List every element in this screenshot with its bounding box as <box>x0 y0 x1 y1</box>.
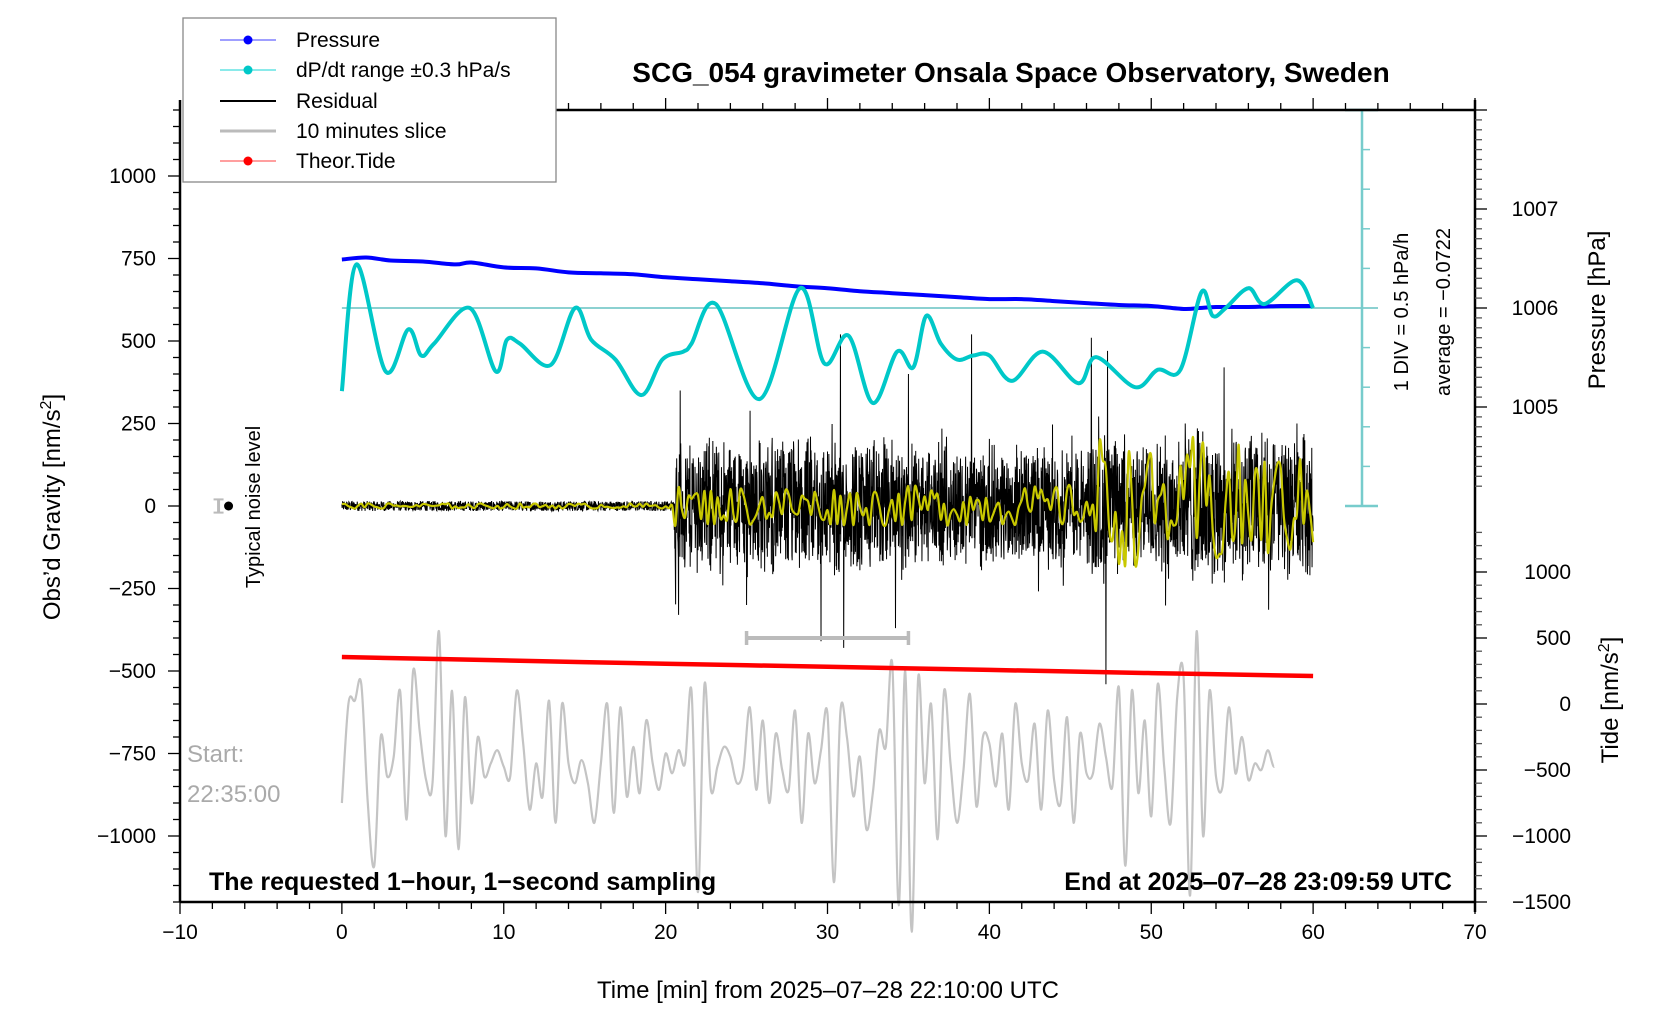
y-tide-tick-label: −1000 <box>1512 825 1571 848</box>
y-left-tick-label: 750 <box>121 248 156 271</box>
x-tick-label: 20 <box>654 921 677 944</box>
y-axis-tide-title-sup: 2 <box>1596 643 1613 652</box>
y-left-tick-label: 250 <box>121 413 156 436</box>
legend-item-dpdt: dP/dt range ±0.3 hPa/s <box>220 59 511 82</box>
y-tide-tick-label: 1000 <box>1524 561 1571 584</box>
y-left-tick-label: 1000 <box>109 165 156 188</box>
x-tick-label: 30 <box>816 921 839 944</box>
start-time-label: 22:35:00 <box>187 781 280 808</box>
legend-label-pressure: Pressure <box>296 29 380 52</box>
legend-marker-pressure <box>243 35 253 45</box>
series-dpdt <box>339 262 1315 405</box>
y-left-tick-label: −500 <box>109 660 156 683</box>
y-left-tick-label: −250 <box>109 578 156 601</box>
y-tide-tick-label: −1500 <box>1512 891 1571 914</box>
legend-item-slice: 10 minutes slice <box>220 120 447 143</box>
noise-marker <box>224 501 234 511</box>
series-pressure <box>341 255 1314 312</box>
axes: −10 0 10 20 30 40 50 60 70 1000 750 500 250 0 −250 −500… <box>97 98 1571 944</box>
end-time-note: End at 2025‒07‒28 23:09:59 UTC <box>1064 868 1452 896</box>
plot-area <box>213 108 1378 933</box>
legend-label-dpdt: dP/dt range ±0.3 hPa/s <box>296 59 511 82</box>
y-pressure-tick-label: 1007 <box>1512 198 1559 221</box>
average-label: average = −0.0722 <box>1433 228 1455 396</box>
y-left-tick-label: −1000 <box>97 825 156 848</box>
x-tick-label: 40 <box>978 921 1001 944</box>
y-axis-tide-title: Tide [nm/s2] <box>1596 637 1624 764</box>
legend-item-pressure: Pressure <box>220 29 380 52</box>
y-axis-left-title-text: Obs’d Gravity [nm/s <box>39 409 66 620</box>
y-tide-tick-label: 0 <box>1559 693 1571 716</box>
legend-marker-tide <box>243 156 253 166</box>
x-tick-label: −10 <box>162 921 198 944</box>
y-tide-tick-label: 500 <box>1536 627 1571 650</box>
legend-item-residual: Residual <box>220 90 378 113</box>
legend-marker-dpdt <box>243 65 253 75</box>
y-left-tick-label: 0 <box>144 495 156 518</box>
y-tide-tick-label: −500 <box>1524 759 1571 782</box>
x-tick-label: 0 <box>336 921 348 944</box>
x-axis-title: Time [min] from 2025‒07‒28 22:10:00 UTC <box>597 977 1059 1004</box>
y-axis-left-title-close: ] <box>39 394 66 401</box>
noise-level-label: Typical noise level <box>243 426 265 588</box>
legend: Pressure dP/dt range ±0.3 hPa/s Residual… <box>182 17 557 183</box>
legend-label-slice: 10 minutes slice <box>296 120 447 143</box>
start-label: Start: <box>187 741 244 768</box>
series-residual <box>341 334 1314 685</box>
x-tick-label: 60 <box>1301 921 1324 944</box>
y-axis-left-title: Obs’d Gravity [nm/s2] <box>38 394 66 620</box>
x-tick-label: 50 <box>1140 921 1163 944</box>
y-pressure-tick-label: 1005 <box>1512 396 1559 419</box>
y-axis-tide-title-close: ] <box>1597 637 1624 644</box>
y-axis-tide-title-text: Tide [nm/s <box>1597 652 1624 763</box>
legend-label-residual: Residual <box>296 90 378 113</box>
series-10-minutes-slice <box>340 630 1276 933</box>
y-left-tick-label: 500 <box>121 330 156 353</box>
series-theor-tide <box>341 654 1314 679</box>
y-axis-left-title-sup: 2 <box>38 400 55 409</box>
x-tick-label: 70 <box>1463 921 1486 944</box>
chart-title: SCG_054 gravimeter Onsala Space Observat… <box>632 57 1389 88</box>
legend-label-tide: Theor.Tide <box>296 150 396 173</box>
sampling-note: The requested 1−hour, 1−second sampling <box>209 868 716 896</box>
y-pressure-tick-label: 1006 <box>1512 297 1559 320</box>
y-left-tick-label: −750 <box>109 743 156 766</box>
x-tick-label: 10 <box>492 921 515 944</box>
series-residual-smoothed <box>341 435 1315 568</box>
y-axis-pressure-title: Pressure [hPa] <box>1584 231 1611 390</box>
legend-item-tide: Theor.Tide <box>220 150 396 173</box>
div-label: 1 DIV = 0.5 hPa/h <box>1391 233 1413 391</box>
